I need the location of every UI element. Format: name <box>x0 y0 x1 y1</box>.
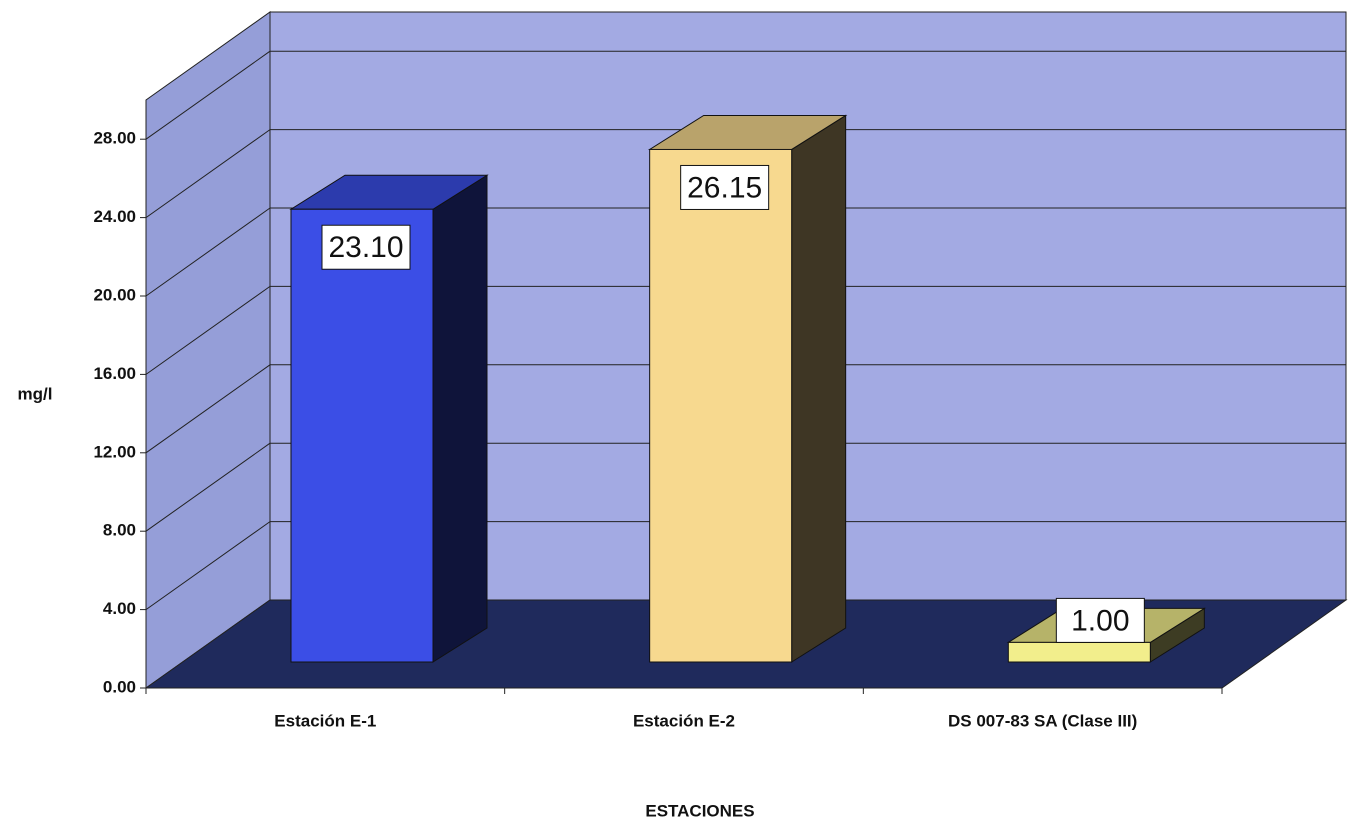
y-tick-label: 8.00 <box>103 521 136 540</box>
value-label: 1.00 <box>1071 604 1129 637</box>
grid-line <box>145 129 271 219</box>
value-label-box <box>321 224 411 270</box>
y-tick-label: 20.00 <box>93 285 136 304</box>
y-tick-label: 28.00 <box>93 129 136 148</box>
y-axis-title: mg/l <box>18 384 53 403</box>
y-tick-label: 0.00 <box>103 677 136 696</box>
x-tick-label: DS 007-83 SA (Clase III) <box>948 711 1137 730</box>
bar <box>649 148 793 663</box>
x-axis-title: ESTACIONES <box>645 801 754 820</box>
y-tick-label: 4.00 <box>103 599 136 618</box>
bar <box>290 208 434 663</box>
value-label: 26.15 <box>687 171 762 204</box>
grid-line <box>145 207 271 297</box>
x-tick-label: Estación E-1 <box>274 711 376 730</box>
y-tick-label: 12.00 <box>93 442 136 461</box>
y-tick-label: 24.00 <box>93 207 136 226</box>
value-label-box <box>1055 597 1145 643</box>
grid-line <box>145 521 271 611</box>
y-tick-label: 16.00 <box>93 364 136 383</box>
bar-side <box>432 174 488 663</box>
value-label: 23.10 <box>328 231 403 264</box>
bar-side <box>791 114 847 663</box>
side-wall <box>145 11 271 689</box>
x-tick-label: Estación E-2 <box>633 711 735 730</box>
grid-line <box>145 442 271 532</box>
grid-line <box>145 285 271 375</box>
grid-line <box>145 50 271 140</box>
grid-line <box>145 364 271 454</box>
bar <box>1007 641 1151 663</box>
value-label-box <box>680 164 770 210</box>
